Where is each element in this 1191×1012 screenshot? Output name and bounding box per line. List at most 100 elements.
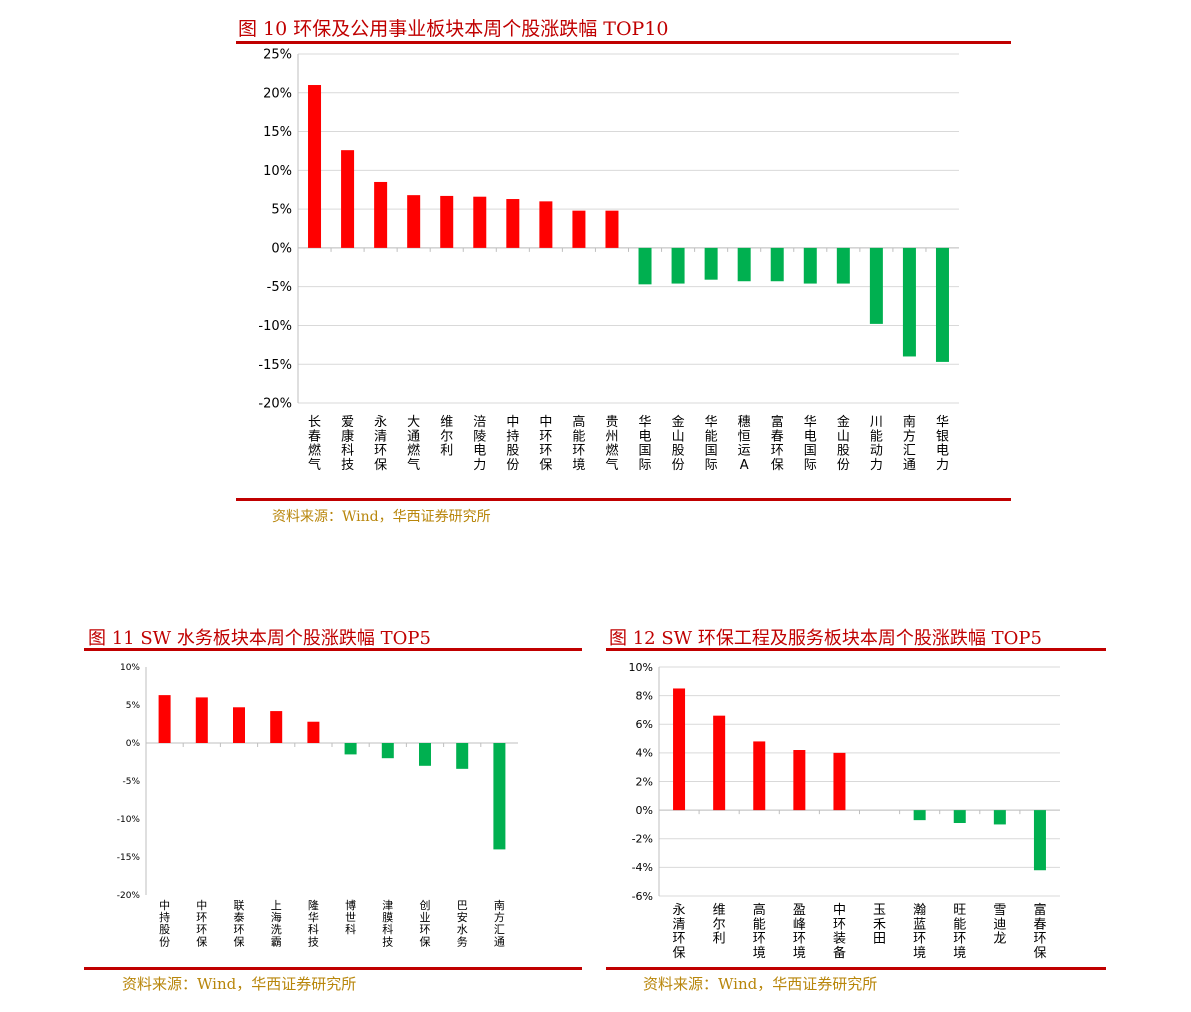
bar	[572, 210, 586, 248]
category-label: 金山股份	[672, 414, 685, 473]
y-tick-label: 8%	[636, 689, 653, 702]
fig12-source: 资料来源：Wind，华西证券研究所	[643, 975, 878, 993]
bar	[374, 181, 388, 248]
bar	[539, 201, 553, 248]
category-label: 创业环保	[420, 899, 431, 948]
category-label: 南方汇通	[903, 414, 916, 473]
y-tick-label: 6%	[636, 718, 653, 731]
y-tick-label: -20%	[117, 891, 141, 901]
bar	[440, 195, 454, 248]
y-tick-label: -6%	[632, 890, 653, 903]
fig11-title-rule	[84, 648, 582, 651]
category-label: 博世科	[345, 899, 356, 936]
y-tick-label: -5%	[122, 777, 140, 787]
category-label: 旺能环境	[953, 903, 966, 961]
bar	[195, 697, 208, 743]
bar	[638, 247, 652, 285]
fig12-bottom-rule	[606, 967, 1106, 970]
category-label: 高能环境	[753, 902, 766, 961]
y-tick-label: 2%	[636, 775, 653, 788]
y-tick-label: 0%	[271, 241, 292, 256]
y-tick-label: 15%	[263, 125, 292, 140]
category-label: 玉禾田	[873, 903, 886, 947]
bar	[307, 721, 320, 743]
fig12-title-rule	[606, 648, 1106, 651]
category-label: 南方汇通	[494, 899, 505, 948]
bar	[993, 810, 1006, 825]
bar	[506, 199, 520, 248]
bar	[671, 247, 685, 284]
category-label: 中持股份	[506, 415, 519, 473]
bar	[902, 247, 916, 357]
bar	[308, 85, 322, 248]
y-tick-label: -20%	[258, 397, 292, 412]
bar	[419, 743, 431, 766]
category-label: 爱康科技	[341, 415, 354, 473]
bar	[341, 150, 355, 248]
bar	[869, 247, 883, 324]
fig11-title: 图 11 SW 水务板块本周个股涨跌幅 TOP5	[88, 628, 431, 649]
category-label: 富春环保	[771, 414, 784, 473]
category-label: 隆华科技	[308, 898, 319, 948]
y-tick-label: -10%	[117, 815, 141, 825]
category-label: 巴安水务	[457, 899, 468, 948]
category-label: 贵州燃气	[605, 415, 618, 473]
bar	[233, 707, 245, 743]
y-tick-label: 4%	[636, 747, 653, 760]
bar	[836, 247, 850, 284]
y-tick-label: -2%	[632, 833, 653, 846]
y-tick-label: -4%	[632, 861, 653, 874]
bar	[935, 247, 949, 362]
bar	[381, 743, 394, 759]
category-label: 盈峰环境	[793, 903, 806, 961]
bar	[605, 210, 619, 248]
fig10-source: 资料来源：Wind，华西证券研究所	[272, 509, 491, 525]
category-label: 维尔利	[440, 415, 453, 459]
category-label: 华电国际	[639, 415, 652, 473]
fig10-chart: 25% 20% 15% 10% 5% 0% -5% -10% -15% -20% 长春燃气 爱康科技 永…	[258, 48, 959, 473]
bar	[158, 695, 171, 743]
category-label: 永清环保	[673, 903, 686, 961]
category-label: 穗恒运 A	[738, 415, 751, 473]
fig12-chart: 10% 8% 6% 4% 2% 0% -2% -4% -6% 永清环保 维尔利 高能环境 盈峰环境 中环装…	[629, 661, 1060, 961]
bar	[1033, 810, 1046, 871]
category-label: 永清环保	[374, 415, 387, 473]
category-label: 维尔利	[713, 903, 726, 947]
fig12-title: 图 12 SW 环保工程及服务板块本周个股涨跌幅 TOP5	[609, 628, 1042, 649]
category-label: 涪陵电力	[473, 415, 486, 473]
bar	[407, 195, 421, 248]
fig10-title: 图 10 环保及公用事业板块本周个股涨跌幅 TOP10	[238, 18, 669, 40]
fig10-title-rule	[236, 41, 1011, 44]
category-label: 中环环保	[196, 899, 207, 948]
bar	[493, 743, 506, 850]
y-tick-label: 0%	[636, 804, 653, 817]
y-tick-label: 5%	[271, 203, 292, 218]
category-label: 川能动力	[870, 415, 883, 473]
y-tick-label: 5%	[126, 701, 141, 711]
category-label: 瀚蓝环境	[913, 903, 926, 961]
category-label: 富春环保	[1033, 902, 1046, 961]
fig11-bottom-rule	[84, 967, 582, 970]
category-label: 雪迪龙	[993, 903, 1006, 947]
bar	[913, 810, 926, 821]
bar	[753, 741, 766, 811]
bar	[833, 752, 846, 811]
bar	[737, 247, 751, 282]
category-label: 长春燃气	[308, 415, 321, 473]
category-label: 中持股份	[159, 899, 170, 948]
bar	[713, 715, 726, 811]
bar	[344, 743, 357, 755]
y-tick-label: -10%	[258, 319, 292, 334]
fig11-source: 资料来源：Wind，华西证券研究所	[122, 975, 357, 993]
category-label: 中环装备	[833, 903, 846, 961]
y-tick-label: 20%	[263, 86, 292, 101]
category-label: 上海洗霸	[271, 899, 282, 948]
bar	[673, 688, 686, 811]
bar	[270, 711, 283, 743]
category-label: 中环环保	[539, 415, 552, 473]
bar	[770, 247, 784, 282]
bar	[803, 247, 817, 284]
y-tick-label: -15%	[117, 853, 141, 863]
category-label: 华银电力	[936, 415, 949, 473]
fig10-bottom-rule	[236, 498, 1011, 501]
